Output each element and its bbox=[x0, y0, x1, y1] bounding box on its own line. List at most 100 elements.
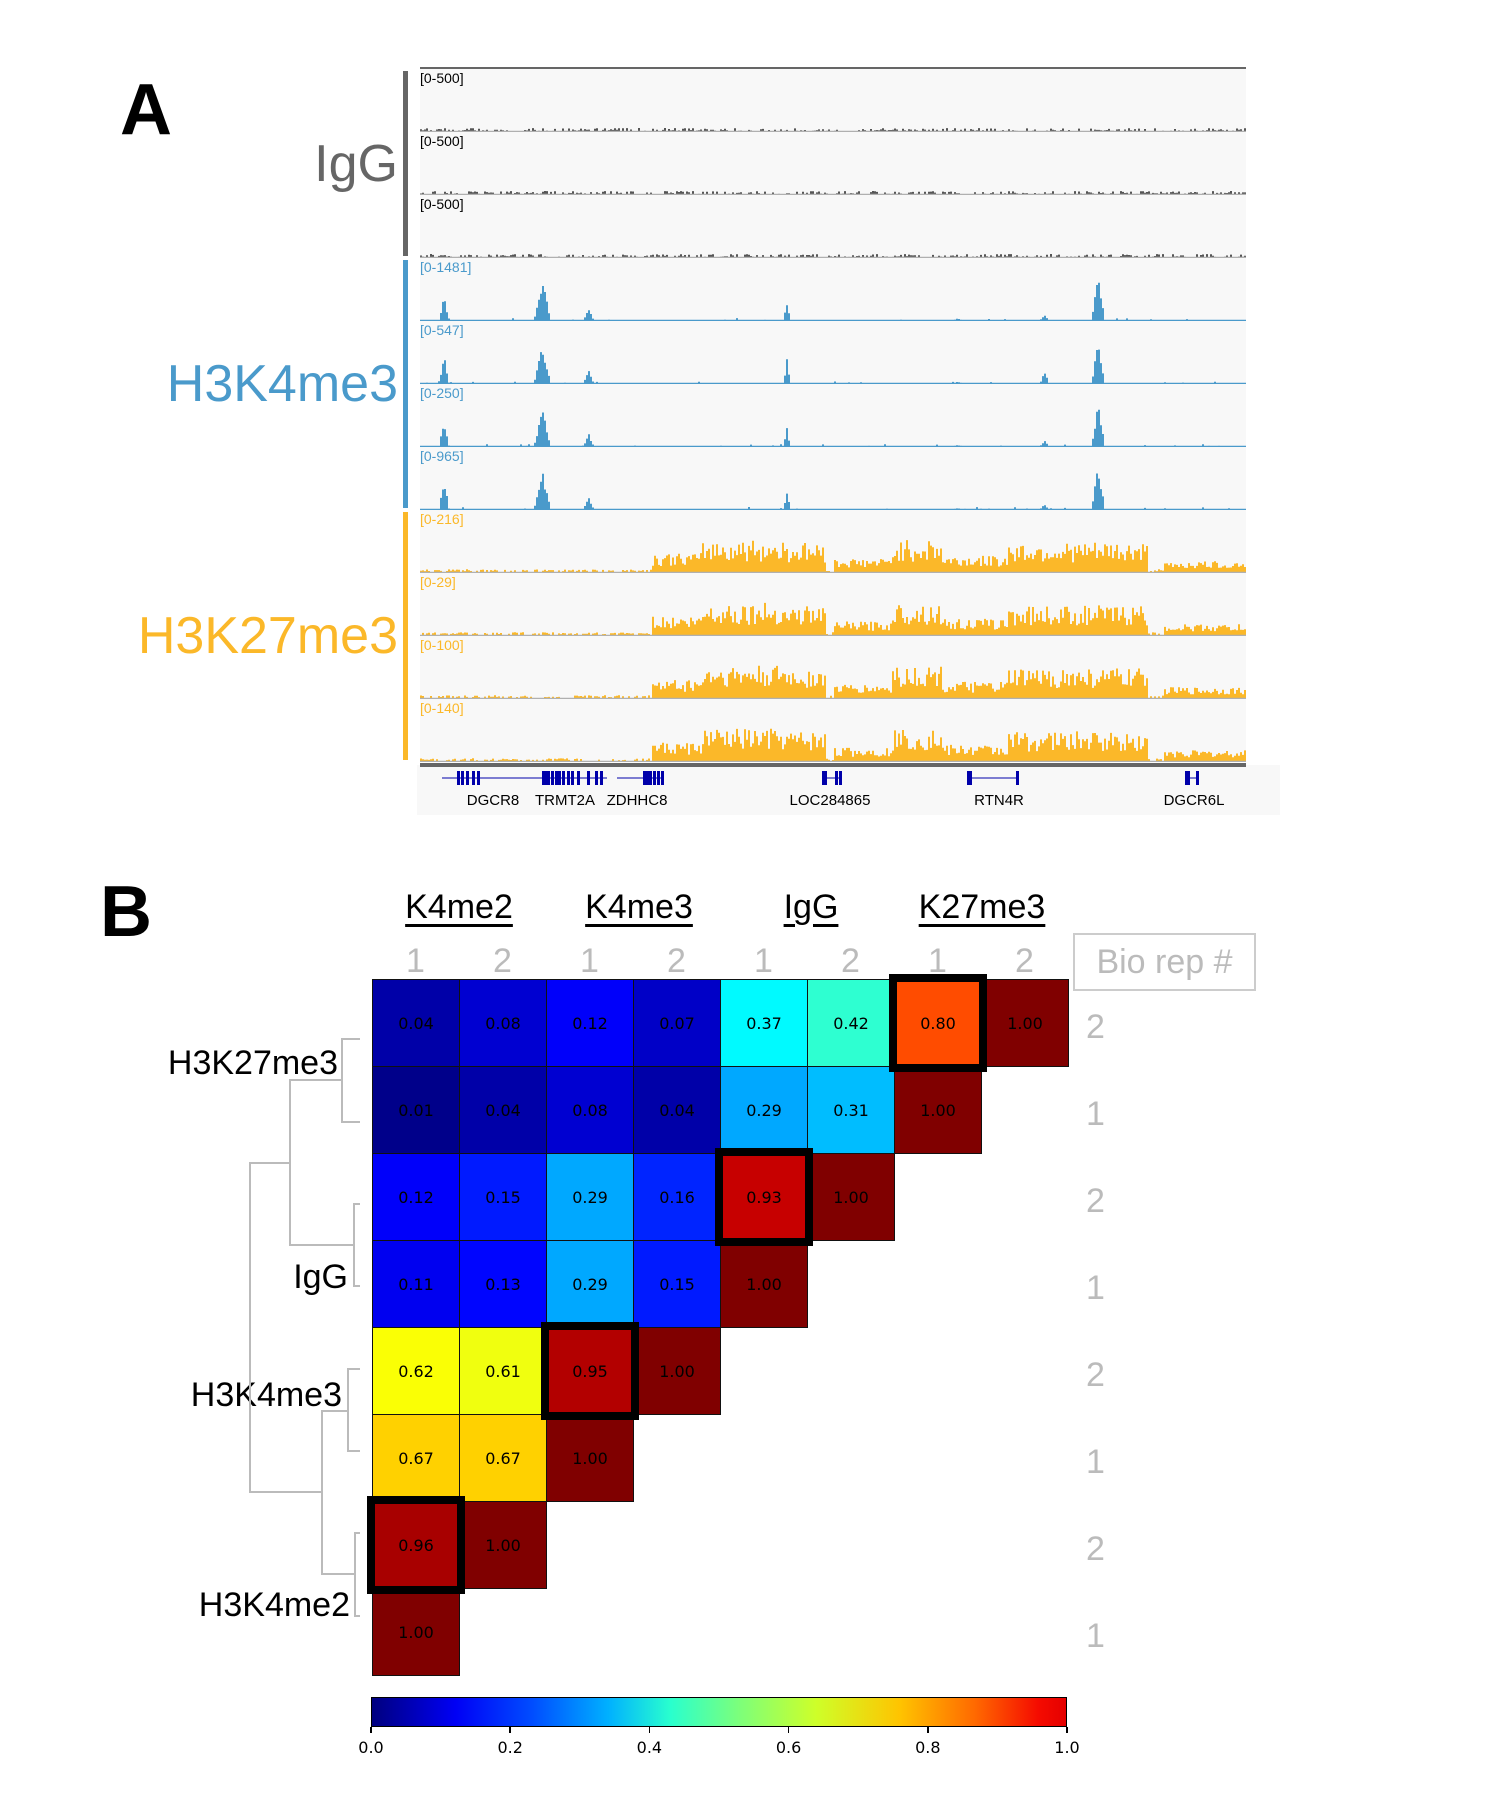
column-rep-number: 1 bbox=[580, 942, 599, 980]
track-range-label: [0-100] bbox=[420, 637, 464, 653]
heatmap-cell: 0.42 bbox=[807, 979, 895, 1067]
colorbar-tick-label: 0.6 bbox=[775, 1738, 802, 1757]
heatmap-cell: 0.67 bbox=[459, 1414, 547, 1502]
track-range-label: [0-500] bbox=[420, 133, 464, 149]
heatmap-cell: 1.00 bbox=[459, 1501, 547, 1589]
gene-model-trmt2a bbox=[497, 771, 607, 785]
colorbar-tick bbox=[927, 1727, 929, 1733]
track-h3k27me3-3: [0-100] bbox=[420, 636, 1246, 699]
track-igg-2: [0-500] bbox=[420, 132, 1246, 195]
track-signal-area bbox=[420, 282, 1246, 320]
track-range-label: [0-1481] bbox=[420, 259, 472, 275]
gene-model-zdhhc8 bbox=[617, 771, 664, 785]
heatmap-cell: 0.29 bbox=[546, 1153, 634, 1241]
heatmap-cell: 1.00 bbox=[372, 1588, 460, 1676]
colorbar-tick-label: 0.0 bbox=[358, 1738, 384, 1757]
track-range-label: [0-29] bbox=[420, 574, 456, 590]
row-rep-number: 2 bbox=[1086, 1007, 1105, 1046]
group-bar-igg bbox=[403, 71, 408, 256]
track-range-label: [0-500] bbox=[420, 196, 464, 212]
heatmap-cell: 0.13 bbox=[459, 1240, 547, 1328]
row-rep-number: 2 bbox=[1086, 1181, 1105, 1220]
track-range-label: [0-216] bbox=[420, 511, 464, 527]
heatmap-cell: 0.12 bbox=[546, 979, 634, 1067]
track-range-label: [0-250] bbox=[420, 385, 464, 401]
track-range-label: [0-140] bbox=[420, 700, 464, 716]
track-h3k27me3-4: [0-140] bbox=[420, 699, 1246, 762]
row-label-h3k4me2: H3K4me2 bbox=[198, 1586, 350, 1624]
colorbar-tick-label: 0.2 bbox=[497, 1738, 523, 1757]
colorbar-tick bbox=[370, 1727, 372, 1733]
track-signal bbox=[420, 254, 1246, 258]
colorbar-tick bbox=[1066, 1727, 1068, 1733]
column-group-k27me3: K27me3 bbox=[918, 888, 1046, 926]
column-rep-number: 2 bbox=[841, 942, 860, 980]
track-signal-area bbox=[420, 540, 1246, 572]
column-group-k4me2: K4me2 bbox=[405, 888, 513, 926]
row-rep-number: 1 bbox=[1086, 1268, 1105, 1307]
track-signal bbox=[420, 665, 1246, 699]
colorbar-tick-label: 0.4 bbox=[636, 1738, 663, 1757]
track-signal bbox=[420, 473, 1246, 510]
panel-a-letter: A bbox=[120, 70, 172, 150]
row-rep-number: 1 bbox=[1086, 1616, 1105, 1655]
track-signal bbox=[420, 409, 1246, 447]
track-signal bbox=[420, 602, 1246, 636]
row-rep-number: 2 bbox=[1086, 1529, 1105, 1568]
colorbar-tick bbox=[648, 1727, 651, 1733]
heatmap-cell: 1.00 bbox=[546, 1414, 634, 1502]
dendrogram-branch-k4 bbox=[321, 1410, 355, 1575]
column-rep-number: 1 bbox=[928, 942, 947, 980]
bio-rep-legend-box: Bio rep # bbox=[1073, 933, 1256, 991]
gene-models bbox=[442, 771, 1199, 785]
heatmap-cell: 0.01 bbox=[372, 1066, 460, 1154]
heatmap-cell: 0.08 bbox=[459, 979, 547, 1067]
dendrogram-branch-h3k27me3 bbox=[341, 1038, 360, 1123]
dendrogram-branch-igg bbox=[353, 1203, 360, 1287]
track-signal-area bbox=[420, 409, 1246, 446]
track-h3k4me3-2: [0-547] bbox=[420, 321, 1246, 384]
track-h3k4me3-4: [0-965] bbox=[420, 447, 1246, 510]
column-rep-number: 2 bbox=[667, 942, 686, 980]
heatmap-cell: 0.67 bbox=[372, 1414, 460, 1502]
track-h3k4me3-1: [0-1481] bbox=[420, 258, 1246, 321]
heatmap-cell: 0.95 bbox=[546, 1327, 634, 1415]
gene-model-rtn4r bbox=[967, 771, 1019, 785]
heatmap-cell: 0.04 bbox=[459, 1066, 547, 1154]
gene-label-dgcr8: DGCR8 bbox=[466, 792, 520, 809]
heatmap-cell: 1.00 bbox=[981, 979, 1069, 1067]
track-h3k27me3-2: [0-29] bbox=[420, 573, 1246, 636]
track-igg-3: [0-500] bbox=[420, 195, 1246, 258]
heatmap-cell: 0.29 bbox=[546, 1240, 634, 1328]
track-signal bbox=[420, 128, 1246, 132]
heatmap-cell: 0.04 bbox=[633, 1066, 721, 1154]
track-signal-area bbox=[420, 349, 1246, 383]
gene-model-loc284865 bbox=[822, 771, 842, 785]
heatmap-cell: 0.93 bbox=[720, 1153, 808, 1241]
group-bar-h3k27me3 bbox=[403, 512, 408, 760]
group-label-h3k4me3: H3K4me3 bbox=[166, 355, 398, 413]
heatmap-cell: 0.96 bbox=[372, 1501, 460, 1589]
gene-model-dgcr8 bbox=[442, 771, 497, 785]
colorbar-tick-label: 1.0 bbox=[1054, 1738, 1080, 1757]
track-igg-1: [0-500] bbox=[420, 69, 1246, 132]
track-top-rule bbox=[420, 67, 1246, 70]
track-signal-area bbox=[420, 602, 1246, 635]
panel-b-letter: B bbox=[100, 872, 152, 952]
column-group-k4me3: K4me3 bbox=[585, 888, 693, 926]
gene-track-rule bbox=[420, 763, 1246, 767]
heatmap-cell: 1.00 bbox=[720, 1240, 808, 1328]
row-rep-number: 2 bbox=[1086, 1355, 1105, 1394]
heatmap-cell: 0.37 bbox=[720, 979, 808, 1067]
heatmap-cell: 0.80 bbox=[894, 979, 982, 1067]
gene-label-zdhhc8: ZDHHC8 bbox=[606, 792, 668, 809]
track-h3k4me3-3: [0-250] bbox=[420, 384, 1246, 447]
colorbar-tick bbox=[787, 1727, 790, 1733]
row-label-igg: IgG bbox=[293, 1258, 348, 1296]
heatmap-cell: 0.12 bbox=[372, 1153, 460, 1241]
heatmap-cell: 0.15 bbox=[459, 1153, 547, 1241]
gene-label-loc284865: LOC284865 bbox=[789, 792, 871, 809]
track-signal bbox=[420, 349, 1246, 384]
heatmap-cell: 0.61 bbox=[459, 1327, 547, 1415]
heatmap-cell: 0.62 bbox=[372, 1327, 460, 1415]
